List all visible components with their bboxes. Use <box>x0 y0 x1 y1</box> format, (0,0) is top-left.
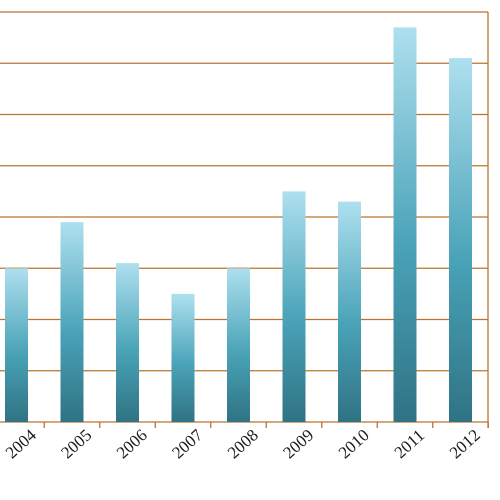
x-tick-label: 2006 <box>113 425 151 462</box>
bar-2009 <box>282 191 306 422</box>
x-tick-label: 2008 <box>224 425 262 462</box>
bar-2010 <box>338 201 361 422</box>
x-tick-label: 2007 <box>168 425 206 462</box>
x-tick-label: 2011 <box>391 426 429 462</box>
x-tick-label: 2010 <box>335 425 373 462</box>
bar-2011 <box>393 27 417 422</box>
bar-2008 <box>227 268 250 422</box>
x-tick-label: 2005 <box>57 425 95 462</box>
x-tick-label: 2004 <box>2 425 40 462</box>
bar-2006 <box>116 263 139 422</box>
bar-2007 <box>171 293 195 422</box>
x-tick-labels: 2004 2005 2006 2007 2008 2009 2010 2011 2012 <box>2 425 484 462</box>
bar-2012 <box>449 58 472 422</box>
bar-2005 <box>60 222 84 422</box>
bars <box>5 27 472 422</box>
x-tick-label: 2009 <box>279 425 317 462</box>
bar-2004 <box>5 268 28 422</box>
x-tick-label: 2012 <box>446 425 484 462</box>
x-axis <box>43 12 489 428</box>
